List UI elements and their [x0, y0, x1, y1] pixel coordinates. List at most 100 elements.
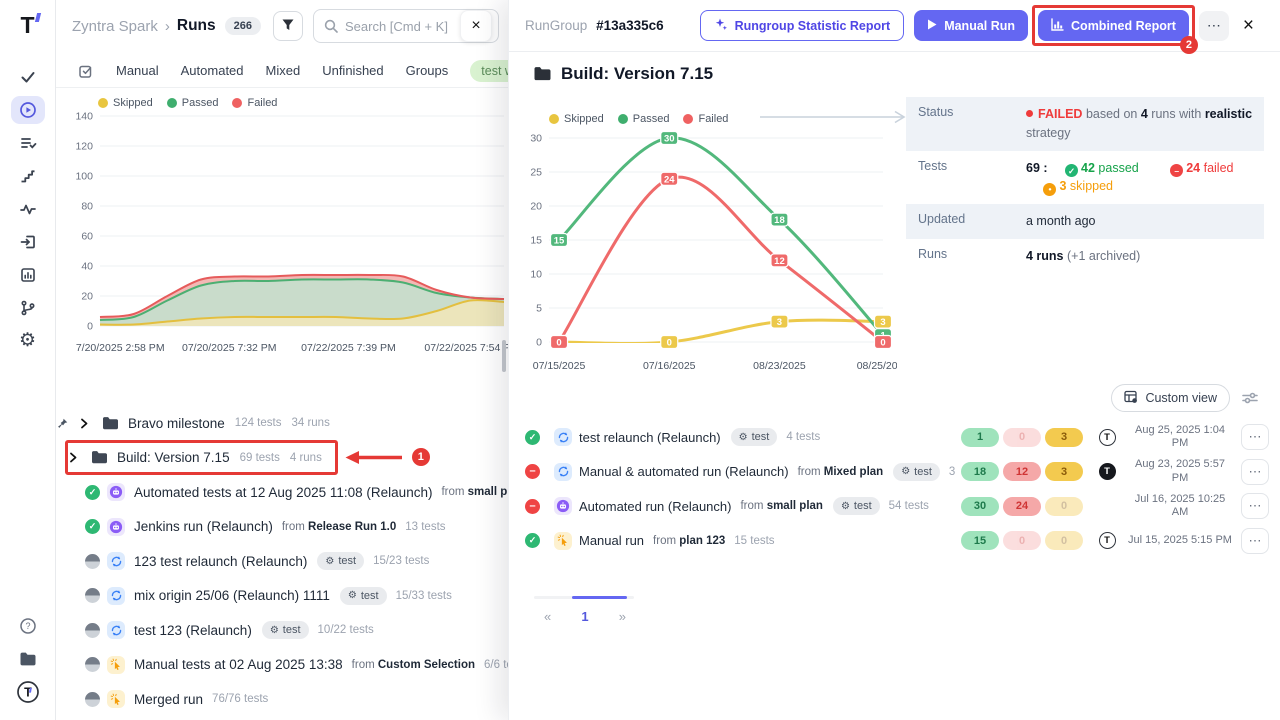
- list-item-group[interactable]: Bravo milestone 124 tests 34 runs: [56, 406, 508, 441]
- manual-run-icon: [107, 655, 125, 674]
- manual-run-button[interactable]: Manual Run: [914, 10, 1029, 41]
- pagination-page-1[interactable]: 1: [581, 609, 589, 624]
- sliders-icon[interactable]: [1242, 391, 1258, 405]
- manual-run-icon: [107, 690, 125, 709]
- svg-text:15: 15: [530, 235, 542, 247]
- manual-run-icon: [554, 531, 572, 550]
- sidebar-item-help[interactable]: ?: [11, 612, 45, 640]
- passed-count-badge: 30: [961, 496, 999, 516]
- gear-icon: ⚙: [347, 590, 357, 602]
- skipped-dot-icon: •: [1043, 183, 1057, 197]
- svg-text:?: ?: [25, 621, 30, 631]
- search-input[interactable]: [344, 18, 460, 34]
- search-clear-button[interactable]: ×: [459, 10, 492, 42]
- sidebar-item-plans[interactable]: [11, 129, 45, 157]
- folder-icon: [533, 66, 552, 82]
- sidebar-item-import[interactable]: [11, 228, 45, 256]
- pagination: « 1 »: [534, 596, 634, 624]
- tab-manual[interactable]: Manual: [116, 63, 159, 78]
- sidebar-item-settings[interactable]: ⚙: [11, 327, 45, 355]
- legend-skipped: Skipped: [113, 97, 153, 109]
- tab-unfinished[interactable]: Unfinished: [322, 63, 384, 78]
- passed-legend-dot: [617, 113, 628, 124]
- tab-automated[interactable]: Automated: [180, 63, 244, 78]
- svg-text:07/15/2025: 07/15/2025: [533, 360, 586, 372]
- run-title: Jenkins run (Relaunch): [134, 519, 273, 535]
- row-menu-button[interactable]: ⋯: [1241, 527, 1269, 554]
- tab-mixed[interactable]: Mixed: [265, 63, 301, 78]
- sidebar-item-tests[interactable]: [11, 63, 45, 91]
- gear-icon: ⚙: [325, 555, 335, 567]
- tab-groups[interactable]: Groups: [405, 63, 449, 78]
- ellipsis-icon: ⋯: [1248, 429, 1262, 445]
- breadcrumb-page: Runs: [176, 17, 216, 34]
- list-item-run[interactable]: Jenkins run (Relaunch) from Release Run …: [56, 510, 508, 545]
- list-item-run[interactable]: mix origin 25/06 (Relaunch) 1111 ⚙ test 1…: [56, 579, 508, 614]
- result-badges: 1 0 3: [961, 427, 1087, 447]
- custom-view-button[interactable]: Custom view: [1111, 384, 1230, 412]
- combined-report-button[interactable]: Combined Report: [1038, 10, 1189, 41]
- app-logo[interactable]: T: [20, 8, 41, 42]
- runs-count-badge: 266: [224, 17, 261, 35]
- svg-text:30: 30: [530, 133, 542, 145]
- run-from: from plan 123: [653, 534, 726, 547]
- filter-tag-chip[interactable]: test work: [470, 59, 508, 82]
- run-title: test 123 (Relaunch): [134, 622, 252, 638]
- runs-trend-chart-svg: 0 20 40 60 80 100 120 140 7/20/2025 2:58 PM 07/20…: [75, 111, 508, 355]
- legend-failed: Failed: [247, 97, 278, 109]
- run-title: Merged run: [134, 691, 204, 707]
- filter-button[interactable]: [272, 11, 303, 41]
- list-item-run[interactable]: 123 test relaunch (Relaunch) ⚙ test 15/23…: [56, 544, 508, 579]
- list-item-run[interactable]: Automated tests at 12 Aug 2025 11:08 (Re…: [56, 475, 508, 510]
- sidebar-item-projects[interactable]: [11, 645, 45, 673]
- chevron-right-icon[interactable]: [80, 418, 92, 429]
- group-run-row[interactable]: Manual run from plan 123 15 tests 15 0 0…: [525, 524, 1269, 559]
- account-avatar[interactable]: T: [11, 678, 45, 706]
- run-title: Manual run: [579, 533, 645, 549]
- vertical-scrollbar[interactable]: [502, 340, 506, 372]
- more-menu-button[interactable]: ⋯: [1198, 10, 1229, 41]
- list-item-run[interactable]: Manual tests at 02 Aug 2025 13:38 from C…: [56, 648, 508, 683]
- run-tag: ⚙ test: [339, 586, 387, 605]
- sidebar-item-milestones[interactable]: [11, 162, 45, 190]
- sidebar-item-analytics[interactable]: [11, 261, 45, 289]
- rungroup-id: #13a335c6: [596, 18, 664, 33]
- svg-text:3: 3: [777, 317, 782, 328]
- sidebar-item-integrations[interactable]: [11, 294, 45, 322]
- select-all-checkbox-icon[interactable]: [78, 63, 94, 79]
- pagination-next-button[interactable]: »: [618, 609, 626, 624]
- list-item-run[interactable]: Merged run 76/76 tests: [56, 682, 508, 717]
- updated-value: a month ago: [1026, 214, 1096, 229]
- passed-legend-dot: [166, 98, 177, 108]
- row-menu-button[interactable]: ⋯: [1241, 458, 1269, 485]
- svg-text:30: 30: [664, 134, 675, 145]
- analytics-panel-icon: [19, 266, 37, 284]
- group-run-row[interactable]: Automated run (Relaunch) from small plan…: [525, 489, 1269, 524]
- legend-passed: Passed: [181, 97, 219, 109]
- group-run-row[interactable]: test relaunch (Relaunch) ⚙test 4 tests 1…: [525, 420, 1269, 455]
- svg-text:24: 24: [664, 174, 675, 185]
- legend-skipped: Skipped: [564, 112, 604, 125]
- svg-text:0: 0: [556, 338, 561, 349]
- row-menu-button[interactable]: ⋯: [1241, 424, 1269, 451]
- rungroup-statistic-report-button[interactable]: Rungroup Statistic Report: [699, 10, 905, 41]
- passed-count-badge: 15: [961, 531, 999, 551]
- chevron-right-icon[interactable]: [69, 452, 81, 463]
- list-item-group-build[interactable]: Build: Version 7.15 69 tests 4 runs 1: [56, 440, 508, 476]
- drawer-close-button[interactable]: ×: [1243, 15, 1254, 37]
- result-badges: 15 0 0: [961, 531, 1087, 551]
- unfinished-status-icon: [85, 622, 100, 638]
- run-title: 123 test relaunch (Relaunch): [134, 553, 308, 569]
- sidebar-item-runs[interactable]: [10, 95, 45, 124]
- breadcrumb-project[interactable]: Zyntra Spark: [72, 17, 158, 35]
- skipped-count-badge: 0: [1045, 531, 1083, 551]
- group-run-row[interactable]: Manual & automated run (Relaunch) from M…: [525, 455, 1269, 490]
- svg-text:5: 5: [536, 303, 542, 315]
- pin-icon: [57, 418, 69, 429]
- list-item-run[interactable]: test 123 (Relaunch) ⚙ test 10/22 tests: [56, 613, 508, 648]
- row-menu-button[interactable]: ⋯: [1241, 493, 1269, 520]
- pagination-prev-button[interactable]: «: [544, 609, 552, 624]
- sidebar-item-pulse[interactable]: [11, 195, 45, 223]
- filter-funnel-icon: [281, 18, 295, 35]
